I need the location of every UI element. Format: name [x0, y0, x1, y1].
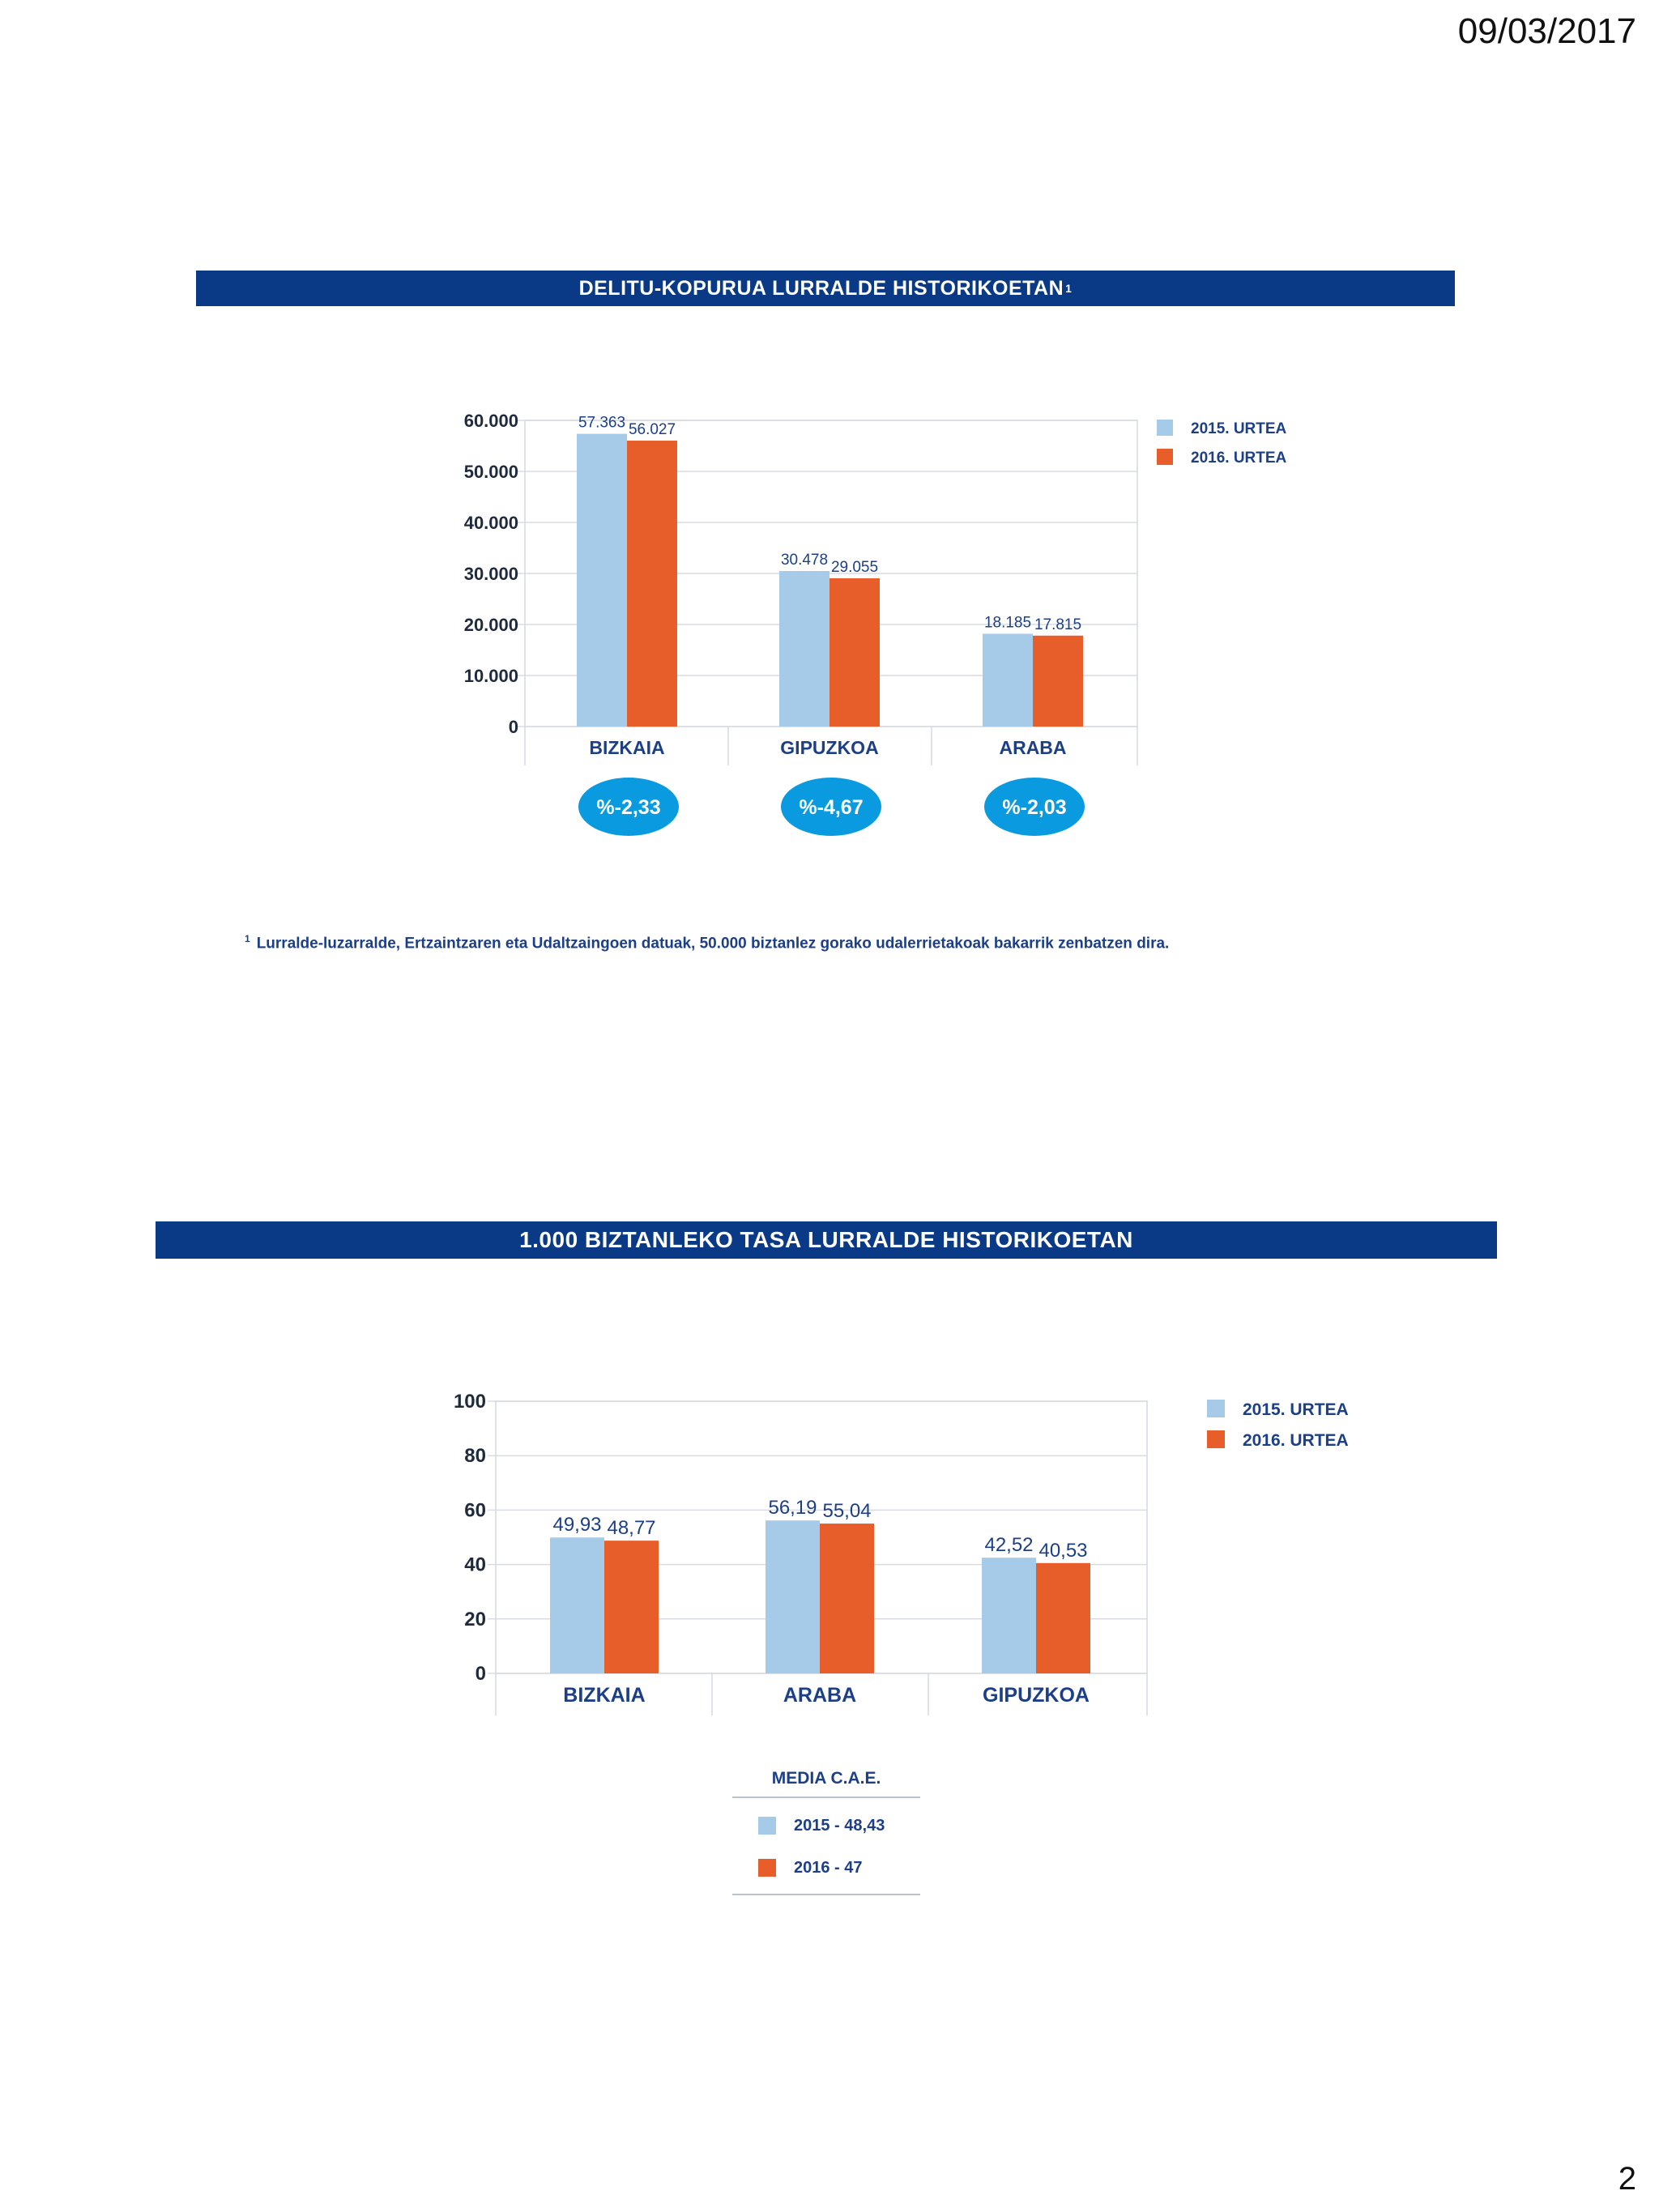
- chart2-ytick-label: 100: [454, 1391, 486, 1413]
- chart2-data-label: 56,19: [768, 1497, 817, 1519]
- chart1-change-bubble: [984, 778, 1085, 836]
- chart1-legend-label: 2015. URTEA: [1191, 420, 1287, 437]
- chart2-ytick-label: 80: [464, 1445, 486, 1467]
- chart1-ytick-label: 60.000: [464, 411, 518, 431]
- chart1-category-label: BIZKAIA: [589, 737, 664, 758]
- chart1-bar-gipuzkoa-2016: [830, 578, 880, 727]
- chart2-bar-bizkaia-2015: [550, 1537, 604, 1673]
- chart1-title-banner: DELITU-KOPURUA LURRALDE HISTORIKOETAN 1: [196, 271, 1455, 306]
- chart1-category-label: ARABA: [999, 737, 1066, 758]
- chart1-change-label: %-4,67: [799, 796, 863, 819]
- chart1-ytick-label: 50.000: [464, 462, 518, 482]
- chart2-data-label: 49,93: [552, 1514, 601, 1536]
- chart2-legend-label: 2015. URTEA: [1243, 1400, 1349, 1419]
- media-title: MEDIA C.A.E.: [732, 1766, 920, 1798]
- chart2-ytick-label: 40: [464, 1554, 486, 1576]
- chart1-bar-bizkaia-2015: [577, 433, 627, 727]
- chart2-ytick-label: 20: [464, 1609, 486, 1630]
- media-value-2015: 2015 - 48,43: [794, 1816, 885, 1835]
- chart2-bar-gipuzkoa-2016: [1036, 1562, 1090, 1673]
- chart1-change-bubble: [781, 778, 881, 836]
- chart1-bar-araba-2015: [983, 633, 1033, 727]
- chart1-ytick-label: 30.000: [464, 564, 518, 584]
- chart1-change-label: %-2,33: [596, 796, 660, 819]
- chart2-category-label: ARABA: [783, 1684, 856, 1707]
- chart1-footnote: 1 Lurralde-luzarralde, Ertzaintzaren eta …: [245, 933, 1169, 953]
- chart1-legend-swatch-2016: [1157, 449, 1173, 465]
- chart2-bar-gipuzkoa-2015: [982, 1558, 1036, 1673]
- media-swatch-2016: [758, 1859, 776, 1877]
- chart1-change-bubble: [578, 778, 679, 836]
- footnote-mark: 1: [245, 933, 250, 944]
- chart1-legend-swatch-2015: [1157, 420, 1173, 436]
- chart2-legend-swatch-2015: [1207, 1400, 1225, 1417]
- chart1-data-label: 57.363: [578, 415, 625, 432]
- chart2-ytick-label: 0: [476, 1663, 486, 1685]
- chart1-title-footnote-mark: 1: [1065, 282, 1073, 295]
- footnote-text: Lurralde-luzarralde, Ertzaintzaren eta U…: [256, 935, 1170, 953]
- chart1-bar-bizkaia-2016: [627, 441, 677, 727]
- chart1-bar-araba-2016: [1033, 635, 1083, 727]
- media-bottom-rule: [732, 1894, 920, 1895]
- media-row-2015: 2015 - 48,43: [758, 1805, 920, 1847]
- chart2-bar-bizkaia-2016: [604, 1541, 659, 1673]
- chart1-ytick-label: 10.000: [464, 666, 518, 686]
- chart1-ytick-label: 0: [509, 717, 518, 737]
- chart1-ytick-label: 20.000: [464, 615, 518, 635]
- media-value-2016: 2016 - 47: [794, 1858, 863, 1877]
- media-row-2016: 2016 - 47: [758, 1847, 920, 1889]
- chart1-change-label: %-2,03: [1002, 796, 1066, 819]
- chart2-category-label: GIPUZKOA: [983, 1684, 1090, 1707]
- chart2-ytick-label: 60: [464, 1499, 486, 1521]
- chart1-data-label: 18.185: [984, 614, 1031, 631]
- date-label: 09/03/2017: [1457, 11, 1636, 51]
- chart1-bar-gipuzkoa-2015: [779, 570, 830, 727]
- media-swatch-2015: [758, 1817, 776, 1835]
- chart1-data-label: 29.055: [831, 559, 878, 576]
- media-cae-box: MEDIA C.A.E. 2015 - 48,43 2016 - 47: [732, 1766, 920, 1903]
- chart1-legend-label: 2016. URTEA: [1191, 450, 1287, 467]
- chart2-bar-araba-2015: [766, 1520, 820, 1673]
- chart2-title-banner: 1.000 BIZTANLEKO TASA LURRALDE HISTORIKO…: [156, 1221, 1497, 1259]
- chart2-data-label: 42,52: [984, 1534, 1033, 1556]
- chart1-data-label: 17.815: [1034, 616, 1081, 633]
- chart2-data-label: 48,77: [607, 1517, 655, 1539]
- chart1-category-label: GIPUZKOA: [780, 737, 878, 758]
- chart1-data-label: 56.027: [629, 421, 676, 438]
- chart2-title: 1.000 BIZTANLEKO TASA LURRALDE HISTORIKO…: [519, 1227, 1133, 1252]
- chart2-data-label: 55,04: [822, 1500, 871, 1522]
- page-number: 2: [1618, 2161, 1636, 2197]
- chart1-title: DELITU-KOPURUA LURRALDE HISTORIKOETAN: [578, 276, 1064, 300]
- chart2-data-label: 40,53: [1038, 1540, 1087, 1562]
- chart1-data-label: 30.478: [781, 552, 828, 569]
- chart2-legend-label: 2016. URTEA: [1243, 1431, 1349, 1450]
- chart2-bar-araba-2016: [820, 1524, 874, 1673]
- chart1-ytick-label: 40.000: [464, 513, 518, 533]
- chart2-category-label: BIZKAIA: [563, 1684, 645, 1707]
- chart2-legend-swatch-2016: [1207, 1430, 1225, 1448]
